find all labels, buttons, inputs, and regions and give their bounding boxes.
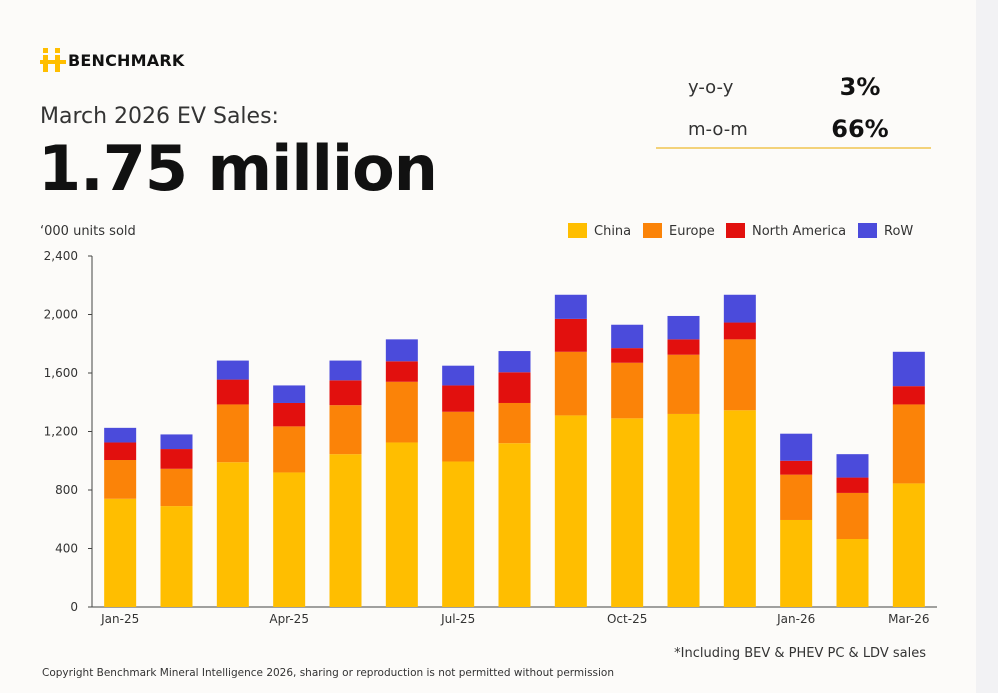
bar-china-sep-25 xyxy=(554,415,587,607)
y-tick-label: 800 xyxy=(55,483,78,497)
bar-row-jan-26 xyxy=(780,433,813,461)
bar-china-mar-26 xyxy=(892,483,925,607)
bar-north-america-mar-26 xyxy=(892,386,925,405)
bar-europe-jun-25 xyxy=(385,381,418,443)
y-axis-label: ‘000 units sold xyxy=(40,224,136,239)
bar-europe-mar-26 xyxy=(892,404,925,484)
legend-label-row: RoW xyxy=(884,224,913,239)
bar-china-feb-26 xyxy=(836,538,869,607)
bar-row-jul-25 xyxy=(442,365,475,386)
bar-row-mar-25 xyxy=(216,360,249,380)
bar-row-apr-25 xyxy=(273,385,306,403)
bar-north-america-sep-25 xyxy=(554,318,587,352)
bar-europe-feb-26 xyxy=(836,492,869,539)
bar-china-jan-26 xyxy=(780,519,813,607)
bar-row-jan-25 xyxy=(104,427,137,443)
x-tick-label: Mar-26 xyxy=(888,612,929,626)
bar-europe-dec-25 xyxy=(723,339,756,411)
bar-north-america-dec-25 xyxy=(723,322,756,340)
bar-north-america-apr-25 xyxy=(273,402,306,427)
y-tick-label: 1,600 xyxy=(44,366,78,380)
bar-north-america-oct-25 xyxy=(611,348,644,363)
benchmark-logo: BENCHMARK xyxy=(40,48,184,72)
stat-mom-value: 66% xyxy=(831,115,889,143)
bar-row-jun-25 xyxy=(385,339,418,362)
x-tick-label: Oct-25 xyxy=(607,612,647,626)
bar-row-feb-25 xyxy=(160,434,193,450)
bar-china-mar-25 xyxy=(216,462,249,607)
bar-north-america-jan-26 xyxy=(780,460,813,475)
bar-europe-oct-25 xyxy=(611,362,644,419)
chart-subtitle: March 2026 EV Sales: xyxy=(40,104,279,129)
y-tick-label: 2,000 xyxy=(44,308,78,322)
x-tick-label: Jan-25 xyxy=(100,612,139,626)
benchmark-logo-icon xyxy=(40,48,66,72)
y-tick-label: 0 xyxy=(70,600,78,614)
bar-row-nov-25 xyxy=(667,315,700,340)
bar-row-sep-25 xyxy=(554,294,587,319)
bar-north-america-jun-25 xyxy=(385,361,418,382)
bar-row-oct-25 xyxy=(611,324,644,349)
headline-total: 1.75 million xyxy=(38,132,438,205)
bar-china-may-25 xyxy=(329,454,362,607)
y-tick-label: 400 xyxy=(55,542,78,556)
bar-europe-jan-25 xyxy=(104,460,137,499)
bar-china-aug-25 xyxy=(498,443,531,607)
legend-label-north-america: North America xyxy=(752,224,846,239)
bar-north-america-jul-25 xyxy=(442,385,475,412)
bar-china-jul-25 xyxy=(442,461,475,607)
bar-north-america-nov-25 xyxy=(667,339,700,355)
legend-swatch-north-america xyxy=(726,223,745,238)
bar-china-nov-25 xyxy=(667,413,700,607)
bar-china-jan-25 xyxy=(104,498,137,607)
legend-label-china: China xyxy=(594,224,631,239)
bar-china-dec-25 xyxy=(723,410,756,607)
y-tick-label: 2,400 xyxy=(44,249,78,263)
bar-europe-may-25 xyxy=(329,405,362,455)
x-tick-label: Jan-26 xyxy=(776,612,815,626)
bar-north-america-mar-25 xyxy=(216,379,249,405)
bar-europe-feb-25 xyxy=(160,468,193,507)
legend-label-europe: Europe xyxy=(669,224,715,239)
x-tick-label: Jul-25 xyxy=(440,612,475,626)
stat-yoy-label: y-o-y xyxy=(688,77,734,98)
footnote: *Including BEV & PHEV PC & LDV sales xyxy=(674,646,926,661)
bar-north-america-feb-25 xyxy=(160,449,193,469)
bar-row-aug-25 xyxy=(498,351,531,373)
stat-yoy: y-o-y 3% xyxy=(660,72,930,112)
bar-europe-apr-25 xyxy=(273,426,306,473)
bar-row-mar-26 xyxy=(892,351,925,387)
stat-mom-label: m-o-m xyxy=(688,119,748,140)
stat-yoy-value: 3% xyxy=(839,73,881,101)
right-edge-strip xyxy=(976,0,998,693)
stats-divider xyxy=(656,147,931,149)
bar-china-jun-25 xyxy=(385,442,418,607)
bar-china-feb-25 xyxy=(160,506,193,607)
bar-north-america-feb-26 xyxy=(836,477,869,493)
bar-europe-aug-25 xyxy=(498,402,531,444)
bar-europe-sep-25 xyxy=(554,351,587,416)
legend-swatch-china xyxy=(568,223,587,238)
bar-north-america-aug-25 xyxy=(498,372,531,403)
bar-row-dec-25 xyxy=(723,294,756,323)
stat-mom: m-o-m 66% xyxy=(660,114,930,154)
bar-europe-nov-25 xyxy=(667,354,700,414)
bar-europe-jan-26 xyxy=(780,474,813,520)
bar-china-oct-25 xyxy=(611,418,644,607)
x-tick-label: Apr-25 xyxy=(269,612,309,626)
brand-name: BENCHMARK xyxy=(68,50,185,70)
legend-swatch-row xyxy=(858,223,877,238)
y-tick-label: 1,200 xyxy=(44,425,78,439)
bar-north-america-may-25 xyxy=(329,380,362,406)
copyright-notice: Copyright Benchmark Mineral Intelligence… xyxy=(42,667,615,679)
bar-row-feb-26 xyxy=(836,454,869,478)
bar-europe-jul-25 xyxy=(442,411,475,462)
bar-china-apr-25 xyxy=(273,472,306,607)
bar-row-may-25 xyxy=(329,360,362,381)
legend-swatch-europe xyxy=(643,223,662,238)
bar-north-america-jan-25 xyxy=(104,442,137,461)
bar-europe-mar-25 xyxy=(216,404,249,463)
